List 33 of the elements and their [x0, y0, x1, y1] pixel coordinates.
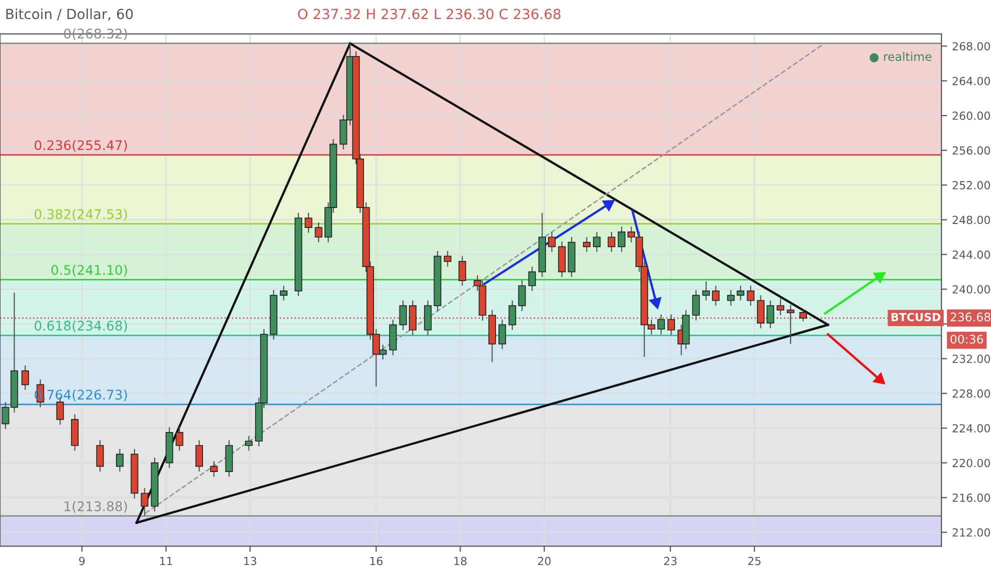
annotation: ● realtime — [870, 52, 932, 62]
y-tick-label: 244.00 — [952, 250, 990, 259]
y-tick-label: 224.00 — [952, 424, 990, 432]
ref-line-label: 0.382(247.53) — [34, 208, 127, 221]
text: 00:36 — [950, 334, 984, 344]
y-tick-label: 264.00 — [952, 76, 990, 86]
text: 236.68 — [950, 312, 990, 322]
x-tick-label: 11 — [160, 556, 172, 566]
x-tick-label: 25 — [748, 556, 761, 566]
x-tick-label: 23 — [664, 556, 677, 566]
x-tick-label: 18 — [454, 556, 467, 566]
chart-subtitle: O 237.32 H 237.62 L 236.30 C 236.68 — [298, 8, 560, 20]
y-tick-label: 256.00 — [952, 146, 990, 155]
y-tick-label: 260.00 — [952, 112, 990, 120]
y-tick-label: 252.00 — [952, 181, 990, 190]
y-tick-label: 268.00 — [952, 42, 990, 50]
ref-line-label: 0.618(234.68) — [34, 320, 127, 332]
chart-title: Bitcoin / Dollar, 60 — [6, 8, 133, 21]
y-tick-label: 212.00 — [952, 528, 990, 537]
ref-line-label: 1(213.88) — [64, 501, 127, 513]
y-tick-label: 216.00 — [952, 494, 990, 502]
ref-line-label: BTCUSD — [892, 312, 940, 322]
ref-line-label: 0.236(255.47) — [34, 140, 127, 152]
y-tick-label: 228.00 — [952, 389, 990, 398]
y-tick-label: 220.00 — [952, 458, 990, 468]
x-tick-label: 13 — [244, 556, 256, 566]
y-tick-label: 240.00 — [952, 285, 990, 294]
y-tick-label: 248.00 — [952, 216, 990, 224]
y-tick-label: 232.00 — [952, 354, 990, 364]
x-tick-label: 9 — [79, 556, 85, 566]
ref-line-label: 0.5(241.10) — [51, 264, 127, 276]
x-tick-label: 16 — [370, 556, 383, 566]
x-tick-label: 20 — [538, 556, 551, 566]
